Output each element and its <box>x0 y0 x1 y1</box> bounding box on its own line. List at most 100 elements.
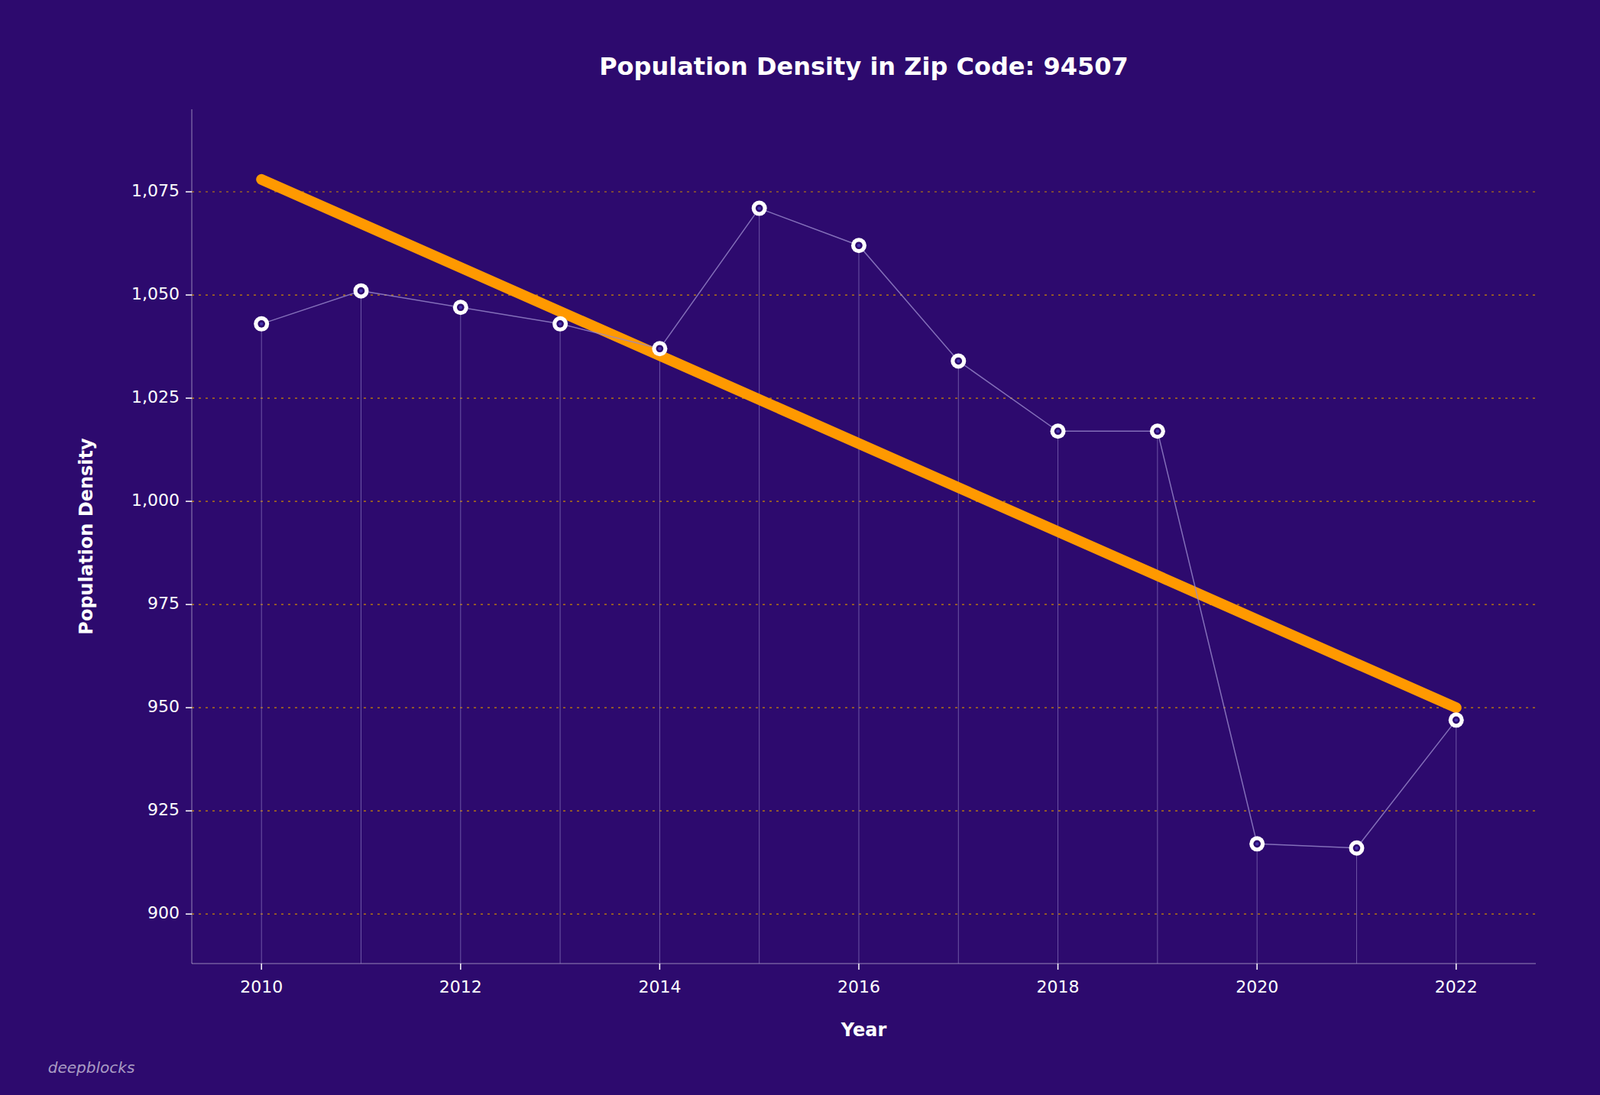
plot-area <box>253 179 1464 964</box>
y-tick-label: 975 <box>147 593 180 613</box>
x-tick-label: 2018 <box>1036 977 1080 997</box>
marker-outer <box>1448 712 1464 728</box>
marker-ring <box>656 344 664 353</box>
marker-outer <box>651 340 668 357</box>
marker-ring <box>357 287 366 295</box>
marker-ring <box>456 303 465 311</box>
x-tick-label: 2014 <box>638 977 681 997</box>
grid-line <box>191 397 1536 399</box>
marker-center <box>259 322 263 326</box>
marker-ring <box>1153 427 1162 435</box>
marker-center <box>1156 429 1160 433</box>
stem <box>958 360 959 964</box>
data-point <box>651 340 668 357</box>
stem <box>261 323 263 964</box>
y-tick-label: 1,025 <box>131 387 180 407</box>
marker-outer <box>1249 835 1265 852</box>
marker-center <box>757 206 761 210</box>
chart: 9009259509751,0001,0251,0501,07520102012… <box>0 0 1600 1095</box>
stem <box>1356 848 1358 964</box>
y-tick-label: 1,075 <box>131 181 180 201</box>
y-tick <box>185 706 192 709</box>
marker-center <box>956 359 960 363</box>
data-point <box>751 200 768 217</box>
x-axis-label: Year <box>840 1019 888 1041</box>
y-axis-line <box>191 109 193 964</box>
x-axis-line <box>191 963 1536 965</box>
stem <box>1057 430 1059 964</box>
grid-line <box>191 810 1536 812</box>
data-point <box>950 353 966 369</box>
data-point <box>851 237 867 253</box>
stem <box>858 245 859 964</box>
grid-line <box>191 294 1536 295</box>
watermark: deepblocks <box>48 1058 136 1077</box>
grid-line <box>191 604 1536 606</box>
stem <box>758 208 760 964</box>
marker-outer <box>851 237 867 253</box>
y-tick <box>185 191 192 193</box>
stem <box>659 348 661 964</box>
y-tick <box>185 913 192 915</box>
marker-center <box>359 288 363 292</box>
x-tick-label: 2012 <box>439 977 483 997</box>
data-line <box>261 208 1457 849</box>
marker-center <box>1454 718 1458 722</box>
stem <box>560 323 561 964</box>
x-tick <box>459 963 462 970</box>
data-point <box>353 283 370 299</box>
marker-center <box>857 243 861 247</box>
y-tick <box>185 809 192 812</box>
marker-ring <box>1452 716 1461 725</box>
y-tick-label: 1,050 <box>131 284 180 304</box>
marker-outer <box>353 283 370 299</box>
y-tick <box>185 294 192 296</box>
grid-line <box>191 707 1536 709</box>
marker-center <box>657 346 661 350</box>
x-tick-label: 2020 <box>1235 977 1279 997</box>
x-tick <box>858 963 860 970</box>
y-tick-label: 950 <box>147 696 180 716</box>
y-tick-label: 925 <box>147 800 180 820</box>
stem <box>1156 430 1158 964</box>
marker-outer <box>1149 423 1166 439</box>
data-point <box>1249 835 1265 852</box>
marker-center <box>1255 842 1259 846</box>
marker-center <box>1354 846 1358 850</box>
stem <box>360 291 362 964</box>
x-tick-label: 2022 <box>1434 977 1478 997</box>
marker-outer <box>453 299 469 315</box>
marker-outer <box>552 316 568 332</box>
marker-ring <box>1054 427 1063 435</box>
data-point <box>453 299 469 315</box>
marker-outer <box>751 200 768 217</box>
data-point <box>1050 423 1066 439</box>
marker-outer <box>950 353 966 369</box>
y-tick <box>185 603 192 606</box>
stem <box>459 307 461 964</box>
x-tick <box>1256 963 1258 970</box>
data-point <box>1348 840 1364 856</box>
grid-line <box>191 191 1536 192</box>
data-point <box>253 316 269 332</box>
marker-ring <box>954 357 962 366</box>
data-point <box>552 316 568 332</box>
x-tick <box>659 963 661 970</box>
marker-ring <box>257 320 266 328</box>
background <box>0 0 1600 1095</box>
marker-outer <box>1348 840 1364 856</box>
data-point <box>1448 712 1464 728</box>
stem <box>1455 719 1457 964</box>
marker-ring <box>556 320 564 328</box>
marker-ring <box>755 204 764 213</box>
y-tick-label: 900 <box>147 903 180 923</box>
x-tick <box>1455 963 1458 970</box>
title: Population Density in Zip Code: 94507 <box>599 51 1129 81</box>
grid-line <box>191 500 1536 502</box>
trend-line <box>261 179 1457 708</box>
y-tick-label: 1,000 <box>131 490 180 510</box>
stem <box>1256 843 1258 964</box>
x-tick <box>1057 963 1060 970</box>
grid-line <box>191 913 1536 915</box>
marker-ring <box>855 241 863 250</box>
